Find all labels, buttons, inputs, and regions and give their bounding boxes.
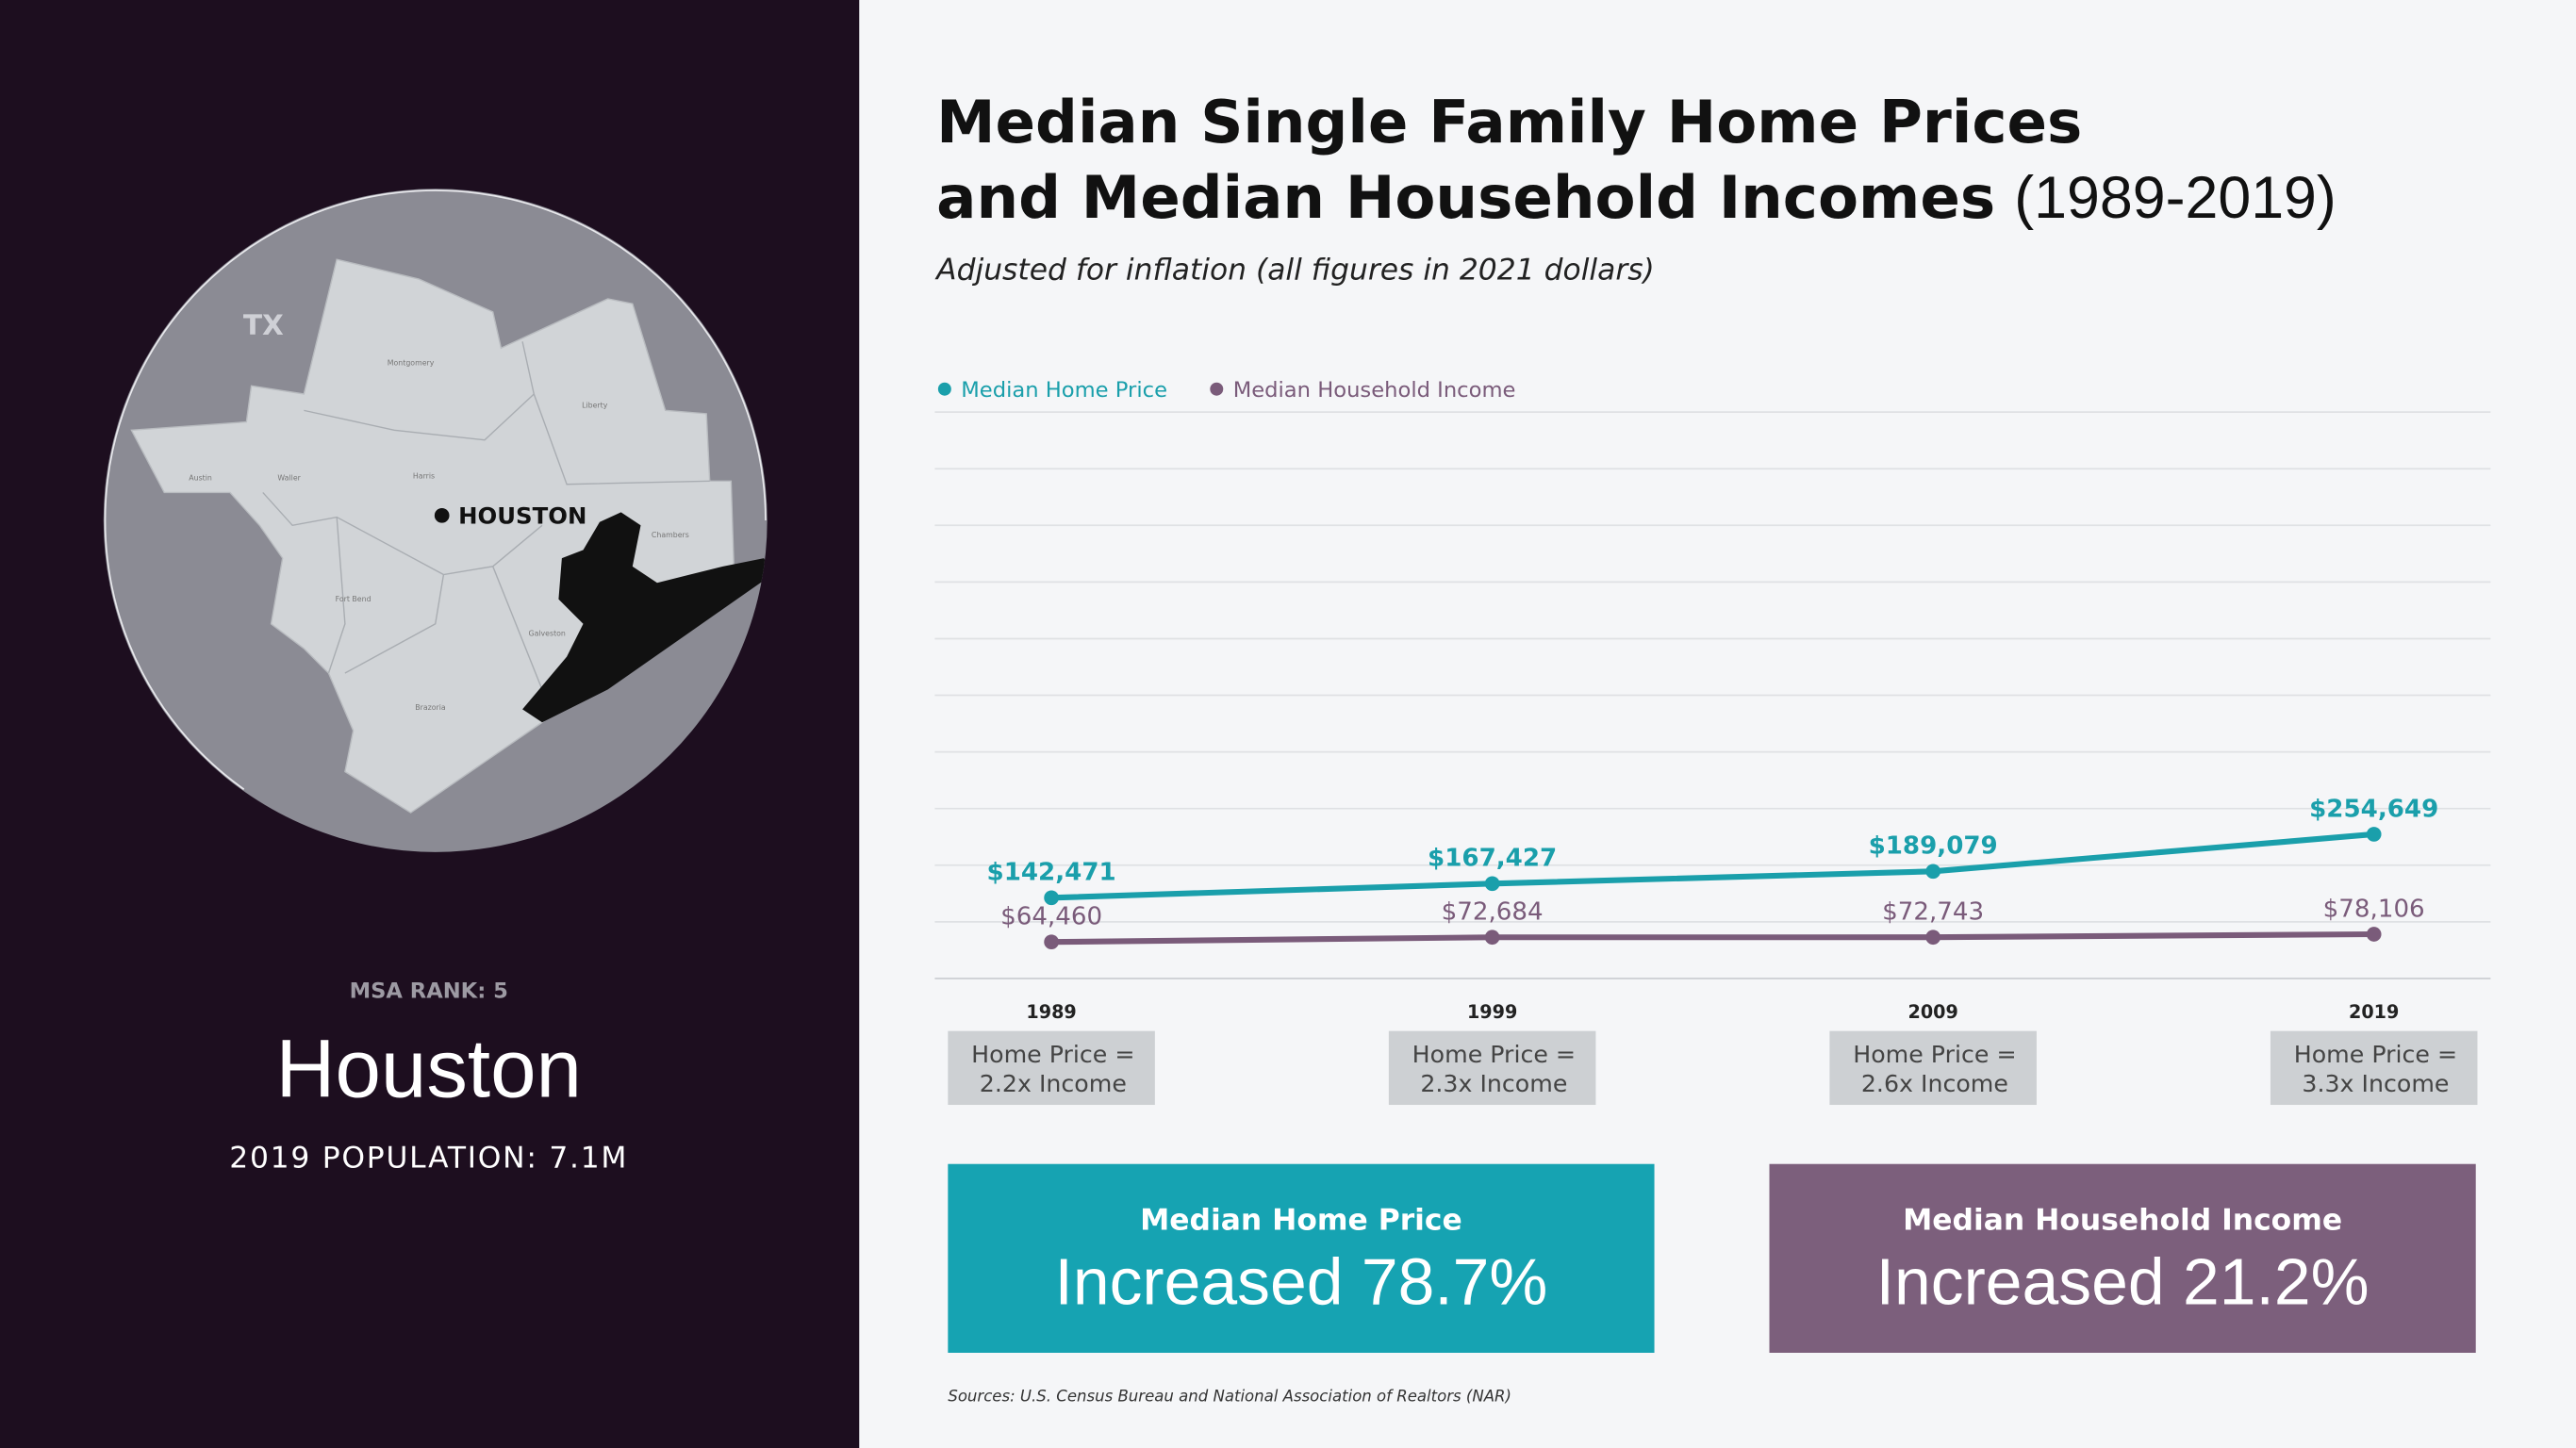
x-tick-label: 1989	[1026, 1001, 1076, 1023]
x-tick-label: 2009	[1907, 1001, 1957, 1023]
value-label: $189,079	[1869, 832, 1998, 861]
ratio-label: 2.3x Income	[1420, 1070, 1567, 1097]
value-label: $64,460	[1000, 903, 1102, 931]
point	[1044, 934, 1059, 950]
county-label: Brazoria	[415, 703, 446, 712]
ratio-label: 2.2x Income	[980, 1070, 1127, 1097]
point	[2366, 927, 2382, 942]
city-name: Houston	[276, 1024, 582, 1115]
county-label: Austin	[189, 473, 212, 482]
city-label: HOUSTON	[458, 502, 586, 530]
map-border	[104, 189, 767, 851]
point	[1925, 864, 1941, 880]
point	[1484, 930, 1500, 946]
title-years: (1989-2019)	[2014, 165, 2337, 231]
legend-label: Median Home Price	[961, 378, 1167, 403]
chart: Median Home Price Median Household Income…	[934, 378, 2491, 1106]
county-label: Chambers	[652, 531, 689, 539]
legend-marker	[1210, 382, 1224, 396]
ratio-box	[1388, 1030, 1596, 1106]
value-label: $142,471	[987, 859, 1116, 887]
summary-box	[1769, 1163, 2476, 1353]
county-labels: Montgomery Liberty Austin Waller Harris Chamb…	[189, 358, 689, 712]
county-label: Waller	[277, 473, 301, 482]
ratio-box	[948, 1030, 1155, 1106]
legend-marker	[937, 382, 951, 396]
source: Sources: U.S. Census Bureau and National…	[948, 1388, 1511, 1406]
point	[2366, 827, 2382, 842]
county-label: Fort Bend	[336, 595, 372, 603]
city-dot	[434, 507, 450, 523]
x-tick-label: 2019	[2349, 1001, 2399, 1023]
state-label: TX	[243, 309, 284, 341]
county-label: Liberty	[582, 402, 608, 410]
bay	[522, 512, 768, 723]
ratio-label: Home Price =	[2294, 1041, 2457, 1068]
series-line	[1051, 930, 2374, 946]
summary-text: Increased 21.2%	[1876, 1245, 2370, 1319]
map	[104, 189, 768, 851]
ratio-label: 3.3x Income	[2302, 1070, 2449, 1097]
summary-box	[948, 1163, 1655, 1353]
ratio-box	[2270, 1030, 2478, 1106]
title-line: Median Single Family Home Prices	[936, 88, 2082, 156]
population: 2019 POPULATION: 7.1M	[229, 1142, 628, 1176]
county-label: Galveston	[529, 630, 566, 638]
value-label: $72,743	[1882, 898, 1984, 927]
value-label: $78,106	[2323, 895, 2425, 923]
summary-text: Increased 78.7%	[1054, 1245, 1547, 1319]
county-label: Harris	[413, 472, 435, 481]
county-label: Montgomery	[388, 358, 435, 367]
value-label: $167,427	[1428, 845, 1557, 873]
value-label: $254,649	[2309, 795, 2438, 823]
subtitle: Adjusted for inflation (all figures in 2…	[934, 253, 1655, 287]
legend-label: Median Household Income	[1233, 378, 1516, 403]
summary-title: Median Home Price	[1140, 1204, 1462, 1238]
ratio-label: 2.6x Income	[1861, 1070, 2008, 1097]
ratio-label: Home Price =	[1412, 1041, 1576, 1068]
x-tick-label: 1999	[1467, 1001, 1517, 1023]
summary-title: Median Household Income	[1903, 1204, 2342, 1238]
county-lines	[262, 341, 710, 690]
title-line: and Median Household Incomes	[936, 163, 1995, 232]
point	[1925, 930, 1941, 946]
point	[1484, 876, 1500, 892]
ratio-box	[1829, 1030, 2037, 1106]
point	[1044, 890, 1059, 906]
rank: MSA RANK: 5	[350, 979, 508, 1003]
ratio-label: Home Price =	[971, 1041, 1134, 1068]
ratio-label: Home Price =	[1853, 1041, 2016, 1068]
series-line	[1051, 831, 2374, 901]
title-line: and Median Household Incomes (1989-2019)	[936, 163, 2337, 232]
value-label: $72,684	[1442, 898, 1544, 927]
